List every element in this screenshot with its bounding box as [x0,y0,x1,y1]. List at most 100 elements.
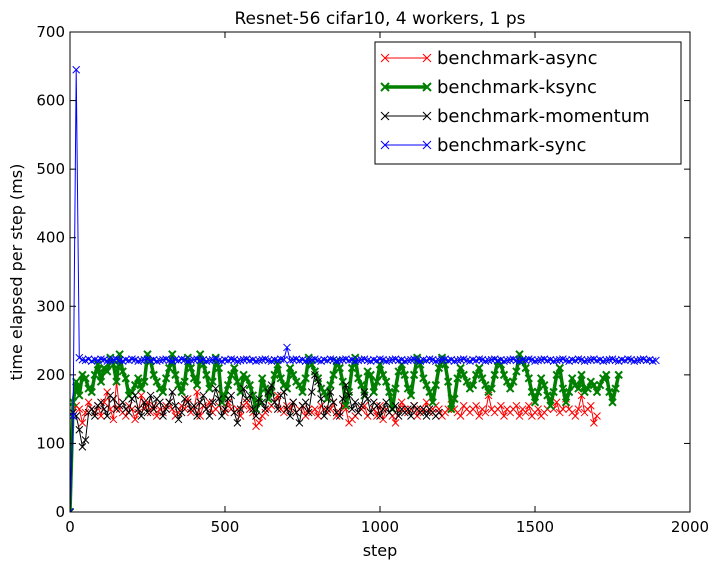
data-point [190,405,198,413]
data-point [174,380,183,390]
data-point [310,367,320,376]
data-point [357,380,366,390]
data-point [403,384,413,393]
data-point [199,391,208,400]
data-point [534,405,542,413]
data-point [382,357,391,365]
data-point [391,419,400,427]
data-point [345,391,353,400]
data-point [320,412,329,420]
data-point [121,374,131,383]
data-point [193,412,201,420]
data-point [245,380,255,390]
data-point [78,419,87,427]
data-point [481,357,490,365]
data-point [385,387,394,397]
data-point [109,355,118,364]
data-point [134,405,143,413]
data-point [633,356,642,365]
data-point [537,355,546,364]
data-point [397,398,406,407]
data-point [102,367,112,376]
data-point [264,388,273,396]
data-point [304,356,313,365]
data-point [152,357,161,365]
data-point [487,355,496,364]
data-point [171,401,180,410]
data-point [602,370,611,380]
x-axis-label: step [363,541,398,560]
data-point [378,370,388,380]
data-point [435,356,443,365]
data-point [236,405,245,413]
data-point [326,355,335,363]
data-point [382,398,391,407]
series-benchmark-async [70,377,601,512]
data-point [208,355,217,364]
data-point [137,384,146,393]
data-point [571,412,580,420]
data-point [357,355,366,364]
data-point [249,405,257,413]
series-line [70,352,621,512]
data-point [652,356,660,365]
data-point [611,356,620,365]
data-point [202,405,211,413]
data-point [487,384,496,393]
data-point [236,356,245,365]
data-point [140,355,149,364]
data-point [258,355,267,364]
data-point [481,380,490,390]
data-point [298,387,307,397]
data-point [469,355,477,364]
legend-label: benchmark-sync [437,135,586,156]
data-point [149,405,158,413]
data-point [617,355,626,364]
data-point [375,360,385,369]
data-point [125,408,133,417]
data-point [462,377,472,386]
data-point [380,140,390,150]
data-point [273,405,282,413]
data-point [90,370,100,380]
data-point [97,355,105,363]
data-point [258,398,267,407]
data-point [134,357,143,365]
data-point [311,371,319,379]
data-point [425,387,434,397]
data-point [332,357,341,365]
data-point [543,356,552,365]
data-point [475,412,484,420]
data-point [509,377,518,386]
data-point [471,370,481,380]
data-point [380,53,390,63]
data-point [552,398,561,407]
data-point [521,363,530,373]
x-axis: 0 500 1000 1500 2000 [65,32,709,536]
data-point [502,377,512,386]
data-point [404,405,412,413]
data-point [131,415,139,424]
data-point [97,398,105,407]
data-point [419,374,428,383]
data-point [254,398,264,407]
data-point [474,363,484,373]
data-point [190,401,198,410]
data-point [276,374,286,383]
data-point [577,370,586,380]
data-point [354,374,363,383]
data-point [159,412,167,420]
data-point [583,384,592,393]
series-line [70,374,440,512]
data-point [605,355,614,364]
data-point [586,355,595,364]
data-point [264,356,273,365]
data-point [245,391,254,400]
data-point [192,380,202,390]
data-point [301,398,310,407]
data-point [369,387,379,397]
data-point [524,355,533,363]
data-point [344,387,354,397]
data-point [335,356,344,365]
